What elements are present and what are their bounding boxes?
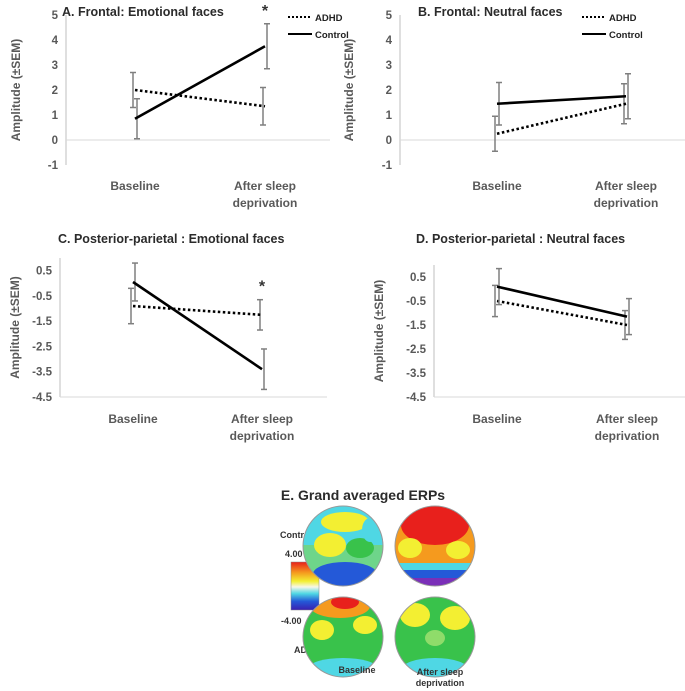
- row-label-control: Control: [280, 530, 312, 540]
- x-tick-label-baseline: Baseline: [472, 412, 522, 426]
- column-label-after-line2: deprivation: [416, 678, 465, 688]
- y-tick-label: 5: [386, 10, 393, 22]
- y-tick-label: 1: [386, 110, 393, 122]
- y-tick-label: 3: [386, 60, 392, 72]
- chart-panel-4: D. Posterior-parietal : Neutral faces -4.…: [372, 232, 685, 443]
- column-label-baseline: Baseline: [338, 665, 375, 675]
- significance-marker: *: [262, 3, 269, 20]
- y-tick-label: 0.5: [36, 266, 53, 278]
- colorbar-min-label: -4.00: [281, 616, 302, 626]
- y-tick-label: 0: [386, 135, 392, 147]
- chart-panel-1: A. Frontal: Emotional faces -1 0 1 2 3 4 5 Ampli…: [9, 3, 349, 210]
- x-tick-label-after-line1: After sleep: [595, 179, 657, 193]
- chart-title: D. Posterior-parietal : Neutral faces: [416, 232, 625, 246]
- series-line-adhd: [134, 88, 266, 108]
- chart-panel-2: B. Frontal: Neutral faces -1 0 1 2 3 4 5 Amplitu…: [342, 5, 685, 210]
- y-axis-label: Amplitude (±SEM): [342, 39, 356, 142]
- y-tick-label: -1: [48, 160, 59, 172]
- y-tick-label: -2.5: [406, 344, 426, 356]
- series-line-control: [496, 285, 628, 318]
- legend-label: Control: [315, 30, 349, 41]
- y-tick-label: -2.5: [32, 341, 52, 353]
- series-line-control: [496, 94, 627, 106]
- x-tick-label-after-line2: deprivation: [233, 196, 298, 210]
- y-tick-label: -4.5: [406, 392, 426, 404]
- y-tick-label: 4: [386, 35, 393, 47]
- series-line-adhd: [496, 299, 628, 327]
- topomap-panel: E. Grand averaged ERPs Control ADHD 4.00…: [280, 487, 476, 688]
- topomap-title: E. Grand averaged ERPs: [281, 487, 445, 503]
- y-tick-label: -0.5: [32, 291, 52, 303]
- y-tick-label: 0: [52, 135, 58, 147]
- y-tick-label: -1.5: [32, 316, 52, 328]
- topomap-control-after: [394, 505, 476, 587]
- x-tick-label-baseline: Baseline: [472, 179, 522, 193]
- y-axis-label: Amplitude (±SEM): [372, 280, 386, 383]
- x-tick-label-after-line2: deprivation: [595, 429, 660, 443]
- x-tick-label-after-line1: After sleep: [231, 412, 293, 426]
- y-tick-label: -3.5: [406, 368, 426, 380]
- y-tick-label: -1: [382, 160, 393, 172]
- y-tick-label: -0.5: [406, 296, 426, 308]
- column-label-after-line1: After sleep: [417, 667, 464, 677]
- legend-label: Control: [609, 30, 643, 41]
- chart-title: B. Frontal: Neutral faces: [418, 5, 563, 19]
- x-tick-label-after-line2: deprivation: [594, 196, 659, 210]
- x-tick-label-after-line1: After sleep: [234, 179, 296, 193]
- y-tick-label: -3.5: [32, 367, 52, 379]
- y-tick-label: 1: [52, 110, 59, 122]
- y-tick-label: 2: [52, 85, 58, 97]
- series-line-control: [134, 45, 266, 120]
- chart-title: C. Posterior-parietal : Emotional faces: [58, 232, 284, 246]
- legend-label: ADHD: [609, 13, 637, 24]
- y-tick-label: 4: [52, 35, 59, 47]
- x-tick-label-after-line2: deprivation: [230, 429, 295, 443]
- colorbar-max-label: 4.00: [285, 549, 303, 559]
- chart-title: A. Frontal: Emotional faces: [62, 5, 224, 19]
- series-line-control: [132, 280, 263, 371]
- chart-panel-3: C. Posterior-parietal : Emotional faces -…: [8, 232, 327, 443]
- y-tick-label: 3: [52, 60, 58, 72]
- x-tick-label-baseline: Baseline: [108, 412, 158, 426]
- y-axis-label: Amplitude (±SEM): [8, 276, 22, 379]
- series-line-adhd: [132, 304, 263, 317]
- legend-label: ADHD: [315, 13, 343, 24]
- y-tick-label: 2: [386, 85, 392, 97]
- x-tick-label-after-line1: After sleep: [596, 412, 658, 426]
- y-tick-label: 5: [52, 10, 59, 22]
- x-tick-label-baseline: Baseline: [110, 179, 160, 193]
- y-tick-label: -1.5: [406, 320, 426, 332]
- significance-marker: *: [259, 279, 266, 296]
- series-line-adhd: [496, 102, 627, 136]
- y-tick-label: 0.5: [410, 272, 427, 284]
- y-axis-label: Amplitude (±SEM): [9, 39, 23, 142]
- y-tick-label: -4.5: [32, 392, 52, 404]
